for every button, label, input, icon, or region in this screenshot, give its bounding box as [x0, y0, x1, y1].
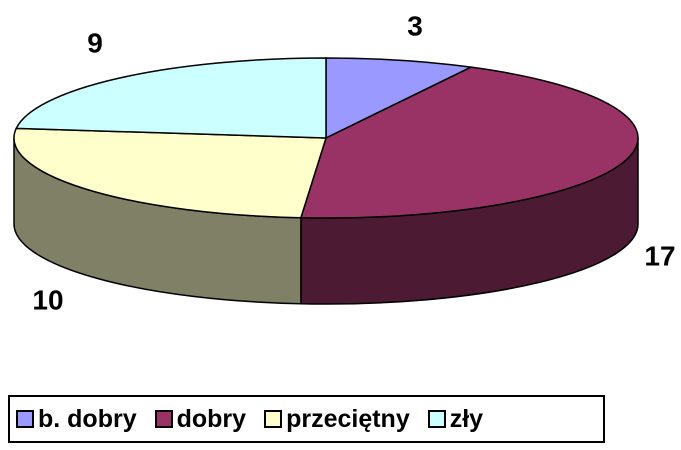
legend-label: zły: [449, 404, 484, 433]
legend-item: zły: [427, 404, 484, 434]
data-label: 10: [32, 284, 63, 315]
legend-label: dobry: [176, 404, 247, 433]
slice: [15, 57, 327, 139]
legend-swatch: [427, 410, 446, 428]
legend-item: b. dobry: [16, 405, 137, 434]
data-label: 17: [644, 240, 675, 271]
legend-swatch: [264, 410, 283, 428]
legend-item: przeciętny: [264, 405, 410, 434]
legend-item: dobry: [154, 404, 247, 434]
legend-label: przeciętny: [286, 404, 410, 433]
legend-swatch: [154, 410, 173, 428]
chart: 3 17 10 9: [13, 10, 676, 315]
slice: [13, 127, 328, 219]
legend-label: b. dobry: [38, 404, 137, 433]
data-label: 3: [407, 10, 423, 41]
slice: [299, 66, 639, 219]
legend-swatch: [16, 410, 34, 428]
slice: [325, 57, 474, 140]
legend: b. dobry dobry przeciętny zły: [8, 395, 605, 443]
data-label: 9: [87, 27, 103, 58]
